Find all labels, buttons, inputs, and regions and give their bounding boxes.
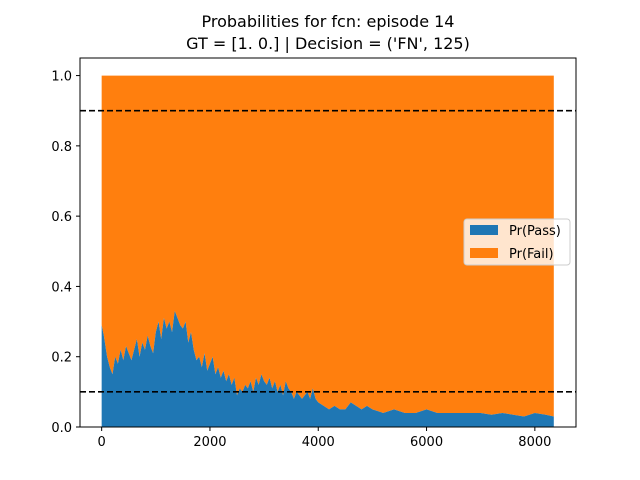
legend-label-fail: Pr(Fail) bbox=[509, 247, 554, 262]
x-tick-label: 8000 bbox=[518, 435, 551, 450]
legend-swatch-fail bbox=[470, 248, 498, 258]
chart-subtitle: GT = [1. 0.] | Decision = ('FN', 125) bbox=[186, 34, 470, 53]
y-tick-label: 1.0 bbox=[51, 70, 72, 85]
y-tick-label: 0.8 bbox=[51, 140, 72, 155]
y-tick-label: 0.4 bbox=[51, 280, 72, 295]
y-tick-label: 0.6 bbox=[51, 210, 72, 225]
chart-title: Probabilities for fcn: episode 14 bbox=[202, 12, 455, 31]
x-tick-label: 4000 bbox=[302, 435, 335, 450]
x-tick-label: 2000 bbox=[193, 435, 226, 450]
x-tick-label: 0 bbox=[98, 435, 106, 450]
y-tick-label: 0.0 bbox=[51, 421, 72, 436]
legend-label-pass: Pr(Pass) bbox=[509, 224, 561, 239]
plot-area bbox=[79, 57, 577, 428]
y-axis: 0.0 0.2 0.4 0.6 0.8 1.0 bbox=[51, 70, 80, 436]
x-tick-label: 6000 bbox=[410, 435, 443, 450]
fail-area bbox=[101, 75, 554, 417]
x-axis: 0 2000 4000 6000 8000 bbox=[98, 427, 551, 450]
y-tick-label: 0.2 bbox=[51, 351, 72, 366]
pass-area bbox=[101, 311, 554, 427]
legend: Pr(Pass) Pr(Fail) bbox=[463, 218, 571, 266]
legend-swatch-pass bbox=[470, 225, 498, 235]
axes-frame bbox=[79, 57, 577, 428]
